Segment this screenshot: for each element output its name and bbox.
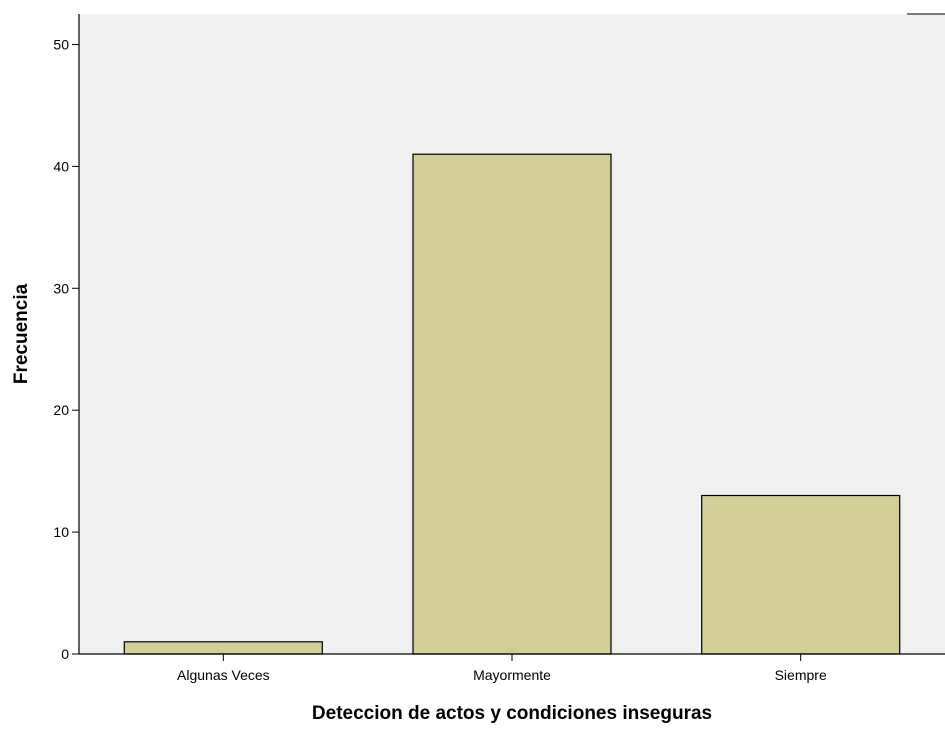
y-tick-label: 40 [53, 158, 69, 174]
y-tick-label: 20 [53, 402, 69, 418]
bar-mayormente [412, 153, 612, 655]
x-tick-label: Mayormente [473, 667, 551, 683]
bar-siempre [701, 494, 901, 655]
x-ticks-layer: Algunas Veces Mayormente Siempre [177, 654, 827, 683]
x-tick-label: Siempre [775, 667, 827, 683]
y-axis-title: Frecuencia [11, 283, 32, 384]
y-ticks-layer: 0 10 20 30 40 50 [53, 36, 79, 662]
y-tick-label: 50 [53, 36, 69, 52]
bar-algunas-veces [123, 641, 323, 655]
x-axis-title: Deteccion de actos y condiciones insegur… [312, 703, 712, 724]
y-tick-label: 0 [61, 646, 69, 662]
x-tick-label: Algunas Veces [177, 667, 270, 683]
y-tick-label: 10 [53, 524, 69, 540]
y-tick-label: 30 [53, 280, 69, 296]
bars-layer [123, 153, 901, 655]
